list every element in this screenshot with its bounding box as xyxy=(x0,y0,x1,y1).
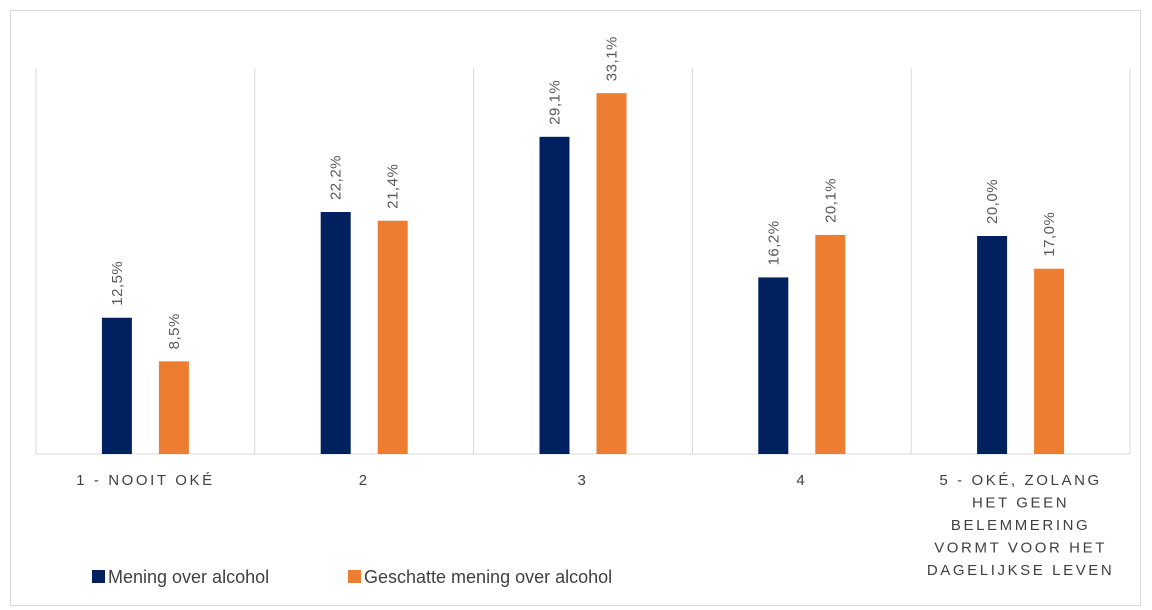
bar-series-1 xyxy=(539,136,570,454)
data-label: 16,2% xyxy=(765,220,782,265)
bar-series-1 xyxy=(101,317,132,454)
bar-series-2 xyxy=(815,234,846,454)
legend-label: Mening over alcohol xyxy=(108,567,269,587)
category-label: 1 - NOOIT OKÉ xyxy=(76,472,215,489)
data-label: 33,1% xyxy=(604,36,621,81)
legend-swatch xyxy=(348,570,361,583)
bar-series-1 xyxy=(320,212,351,454)
category-separators xyxy=(35,68,1131,454)
data-labels: 12,5% 8,5% 22,2% 21,4% 29,1% 33,1% 16,2% 20,1% 2… xyxy=(109,36,1058,349)
category-label: 2 xyxy=(359,472,370,489)
data-label: 29,1% xyxy=(547,80,564,125)
bar-series-2 xyxy=(158,361,189,454)
legend: Mening over alcohol Geschatte mening over… xyxy=(92,567,612,587)
category-labels: 1 - NOOIT OKÉ 2 3 4 5 - OKÉ, ZOLANG HET GEEN B… xyxy=(76,472,1115,579)
legend-swatch xyxy=(92,570,105,583)
bar-series-1 xyxy=(758,277,789,454)
data-label: 20,1% xyxy=(822,178,839,223)
category-label: 3 xyxy=(578,472,589,489)
data-label: 8,5% xyxy=(166,313,183,349)
category-label: VORMT VOOR HET xyxy=(934,540,1107,557)
chart-frame xyxy=(10,10,1141,606)
legend-label: Geschatte mening over alcohol xyxy=(364,567,612,587)
data-label: 17,0% xyxy=(1041,212,1058,257)
category-label: BELEMMERING xyxy=(951,517,1090,534)
category-label: 4 xyxy=(796,472,807,489)
bar-series-1 xyxy=(977,236,1008,454)
data-label: 20,0% xyxy=(984,179,1001,224)
bars xyxy=(101,93,1065,455)
bar-series-2 xyxy=(377,220,408,454)
category-label: DAGELIJKSE LEVEN xyxy=(927,562,1115,579)
category-label: 5 - OKÉ, ZOLANG xyxy=(939,472,1101,489)
data-label: 12,5% xyxy=(109,261,126,306)
category-label: HET GEEN xyxy=(972,495,1069,512)
data-label: 21,4% xyxy=(385,164,402,209)
bar-series-2 xyxy=(596,93,627,455)
bar-series-2 xyxy=(1034,268,1065,454)
data-label: 22,2% xyxy=(328,155,345,200)
